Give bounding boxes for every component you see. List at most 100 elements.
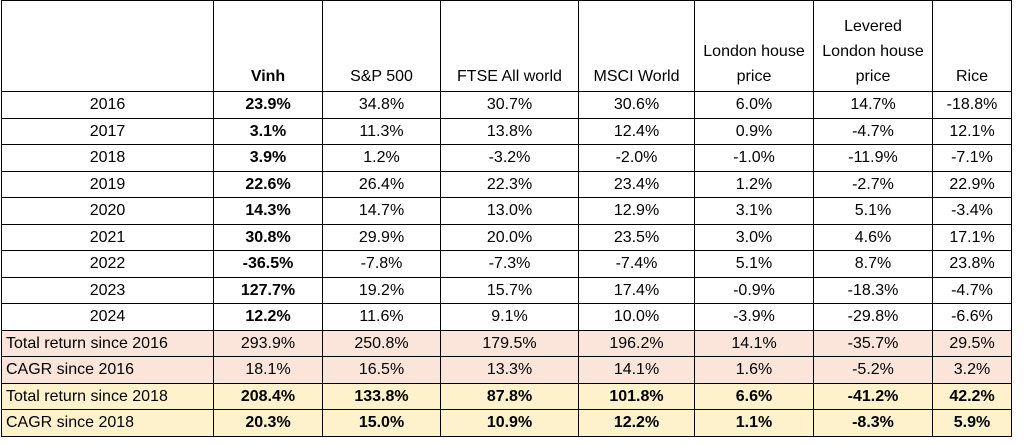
cell: -36.5% (213, 250, 323, 278)
table-row: 2018 3.9% 1.2% -3.2% -2.0% -1.0% -11.9% -7.1% (1, 144, 1012, 172)
cell: 3.1% (213, 117, 323, 145)
cell: 17.1% (932, 223, 1012, 251)
header-cell: FTSE All world (440, 0, 579, 92)
cell: -6.6% (932, 303, 1012, 331)
cell: 29.5% (932, 329, 1012, 357)
cell: 30.6% (578, 91, 695, 119)
cell: 14.1% (578, 356, 695, 384)
cell: 127.7% (213, 276, 323, 304)
cell: 1.2% (322, 144, 441, 172)
header-row: Vinh S&P 500 FTSE All world MSCI World Londo… (1, 0, 1012, 92)
cell: -18.3% (813, 276, 933, 304)
cell: -29.8% (813, 303, 933, 331)
cell: -8.3% (813, 409, 933, 437)
cell: 5.1% (694, 250, 814, 278)
cell: 293.9% (213, 329, 323, 357)
cell: 6.6% (694, 382, 814, 410)
cell: 30.7% (440, 91, 579, 119)
row-label: 2019 (1, 170, 214, 198)
cell: 87.8% (440, 382, 579, 410)
cell: 23.5% (578, 223, 695, 251)
cell: 22.9% (932, 170, 1012, 198)
cell: 15.0% (322, 409, 441, 437)
cell: 23.8% (932, 250, 1012, 278)
cell: 23.9% (213, 91, 323, 119)
row-label: 2022 (1, 250, 214, 278)
table-row: 2017 3.1% 11.3% 13.8% 12.4% 0.9% -4.7% 12.1% (1, 117, 1012, 145)
cell: 30.8% (213, 223, 323, 251)
row-label: 2018 (1, 144, 214, 172)
cell: 14.7% (813, 91, 933, 119)
cell: -18.8% (932, 91, 1012, 119)
cell: 12.1% (932, 117, 1012, 145)
cell: -4.7% (932, 276, 1012, 304)
cell: -7.3% (440, 250, 579, 278)
table-row: CAGR since 2016 18.1% 16.5% 13.3% 14.1% 1.6% -… (1, 356, 1012, 384)
cell: 26.4% (322, 170, 441, 198)
cell: 0.9% (694, 117, 814, 145)
cell: 34.8% (322, 91, 441, 119)
cell: 13.0% (440, 197, 579, 225)
cell: 12.2% (213, 303, 323, 331)
cell: -3.4% (932, 197, 1012, 225)
cell: 22.6% (213, 170, 323, 198)
cell: 8.7% (813, 250, 933, 278)
cell: 29.9% (322, 223, 441, 251)
header-cell (1, 0, 214, 92)
cell: 12.9% (578, 197, 695, 225)
cell: 14.7% (322, 197, 441, 225)
cell: 9.1% (440, 303, 579, 331)
cell: 5.1% (813, 197, 933, 225)
cell: 12.4% (578, 117, 695, 145)
cell: -0.9% (694, 276, 814, 304)
cell: 101.8% (578, 382, 695, 410)
cell: 3.9% (213, 144, 323, 172)
cell: 20.3% (213, 409, 323, 437)
cell: 133.8% (322, 382, 441, 410)
header-cell: London house price (694, 0, 814, 92)
cell: -35.7% (813, 329, 933, 357)
cell: 16.5% (322, 356, 441, 384)
row-label: 2023 (1, 276, 214, 304)
cell: 1.2% (694, 170, 814, 198)
cell: -7.4% (578, 250, 695, 278)
table-row: 2016 23.9% 34.8% 30.7% 30.6% 6.0% 14.7% -18.8% (1, 91, 1012, 119)
cell: 3.2% (932, 356, 1012, 384)
cell: 13.8% (440, 117, 579, 145)
row-label: 2016 (1, 91, 214, 119)
header-cell: S&P 500 (322, 0, 441, 92)
cell: 19.2% (322, 276, 441, 304)
header-cell: Vinh (213, 0, 323, 92)
row-label: 2021 (1, 223, 214, 251)
cell: -5.2% (813, 356, 933, 384)
cell: 1.6% (694, 356, 814, 384)
table-body: 2016 23.9% 34.8% 30.7% 30.6% 6.0% 14.7% -18.8% 2… (1, 91, 1012, 437)
cell: 208.4% (213, 382, 323, 410)
cell: 14.1% (694, 329, 814, 357)
row-label: 2020 (1, 197, 214, 225)
cell: 4.6% (813, 223, 933, 251)
cell: 250.8% (322, 329, 441, 357)
header-cell: Levered London house price (813, 0, 933, 92)
cell: 196.2% (578, 329, 695, 357)
cell: 42.2% (932, 382, 1012, 410)
cell: -3.9% (694, 303, 814, 331)
cell: 5.9% (932, 409, 1012, 437)
cell: 3.0% (694, 223, 814, 251)
table-row: 2019 22.6% 26.4% 22.3% 23.4% 1.2% -2.7% 22.9% (1, 170, 1012, 198)
cell: 3.1% (694, 197, 814, 225)
row-label: CAGR since 2016 (1, 356, 214, 384)
cell: 23.4% (578, 170, 695, 198)
table-row: 2022 -36.5% -7.8% -7.3% -7.4% 5.1% 8.7% 23.8% (1, 250, 1012, 278)
table-row: 2021 30.8% 29.9% 20.0% 23.5% 3.0% 4.6% 17.1% (1, 223, 1012, 251)
table-row: 2023 127.7% 19.2% 15.7% 17.4% -0.9% -18.3% -4.7… (1, 276, 1012, 304)
cell: 20.0% (440, 223, 579, 251)
cell: -2.7% (813, 170, 933, 198)
row-label: Total return since 2018 (1, 382, 214, 410)
cell: -7.1% (932, 144, 1012, 172)
cell: 179.5% (440, 329, 579, 357)
cell: 10.0% (578, 303, 695, 331)
cell: 17.4% (578, 276, 695, 304)
table-row: Total return since 2016 293.9% 250.8% 179.5… (1, 329, 1012, 357)
